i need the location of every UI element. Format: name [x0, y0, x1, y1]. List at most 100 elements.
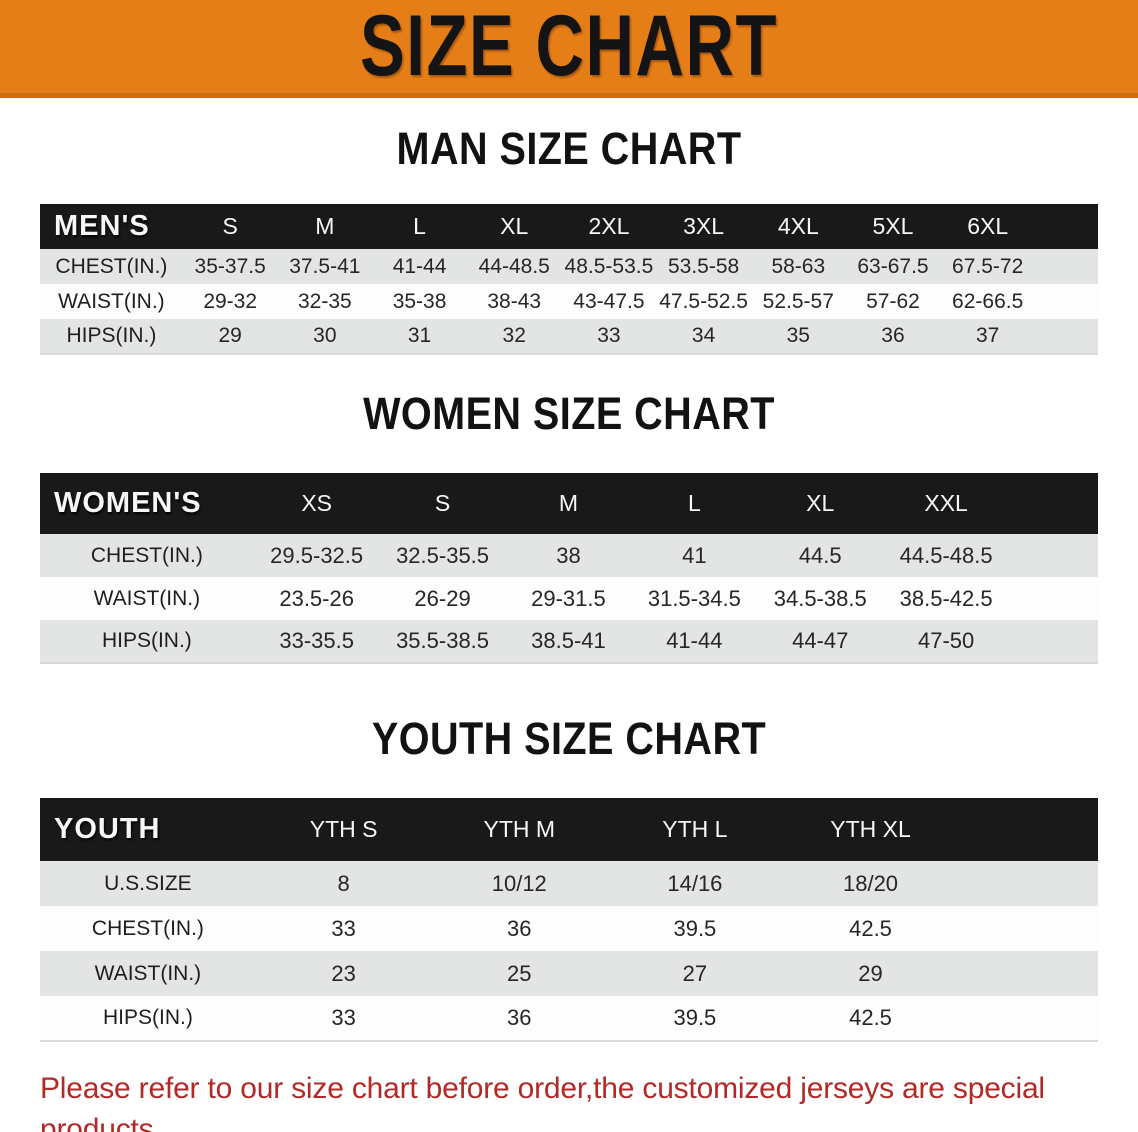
spacer-cell: [1009, 473, 1098, 534]
section-womens: WOMEN SIZE CHART WOMEN'S XS S M L XL XXL CHEST(…: [0, 389, 1138, 664]
size-column-header: YTH XL: [782, 798, 959, 861]
size-value: 47.5-52.5: [656, 284, 751, 319]
spacer-cell: [1009, 534, 1098, 577]
size-column-header: 3XL: [656, 204, 751, 249]
page-title: SIZE CHART: [359, 0, 779, 94]
measurement-row: WAIST(IN.) 23.5-26 26-29 29-31.5 31.5-34.5 34…: [40, 577, 1098, 620]
size-value: 48.5-53.5: [561, 249, 657, 284]
measurement-row: U.S.SIZE 8 10/12 14/16 18/20: [40, 861, 1098, 906]
size-value: 33: [561, 319, 657, 354]
womens-size-table: WOMEN'S XS S M L XL XXL CHEST(IN.) 29.5-32.5 32.5…: [40, 473, 1098, 664]
table-group-label: YOUTH: [40, 798, 256, 861]
size-value: 33: [255, 906, 432, 951]
youth-section-heading: YOUTH SIZE CHART: [371, 713, 767, 764]
size-chart-banner: SIZE CHART: [0, 0, 1138, 98]
table-group-label: WOMEN'S: [40, 473, 254, 534]
size-value: 26-29: [379, 577, 506, 620]
size-value: 38: [505, 534, 632, 577]
section-youth: YOUTH SIZE CHART YOUTH YTH S YTH M YTH L YTH…: [0, 714, 1138, 1042]
size-value: 43-47.5: [561, 284, 657, 319]
size-value: 30: [277, 319, 373, 354]
size-value: 38.5-42.5: [883, 577, 1010, 620]
table-group-label: MEN'S: [40, 204, 183, 249]
size-value: 42.5: [782, 906, 959, 951]
measurement-row: CHEST(IN.) 33 36 39.5 42.5: [40, 906, 1098, 951]
measurement-row: CHEST(IN.) 29.5-32.5 32.5-35.5 38 41 44.5 44.5…: [40, 534, 1098, 577]
size-column-header: S: [379, 473, 506, 534]
size-value: 37.5-41: [277, 249, 373, 284]
size-column-header: M: [505, 473, 632, 534]
spacer-cell: [958, 996, 1098, 1041]
size-value: 39.5: [607, 996, 783, 1041]
size-value: 34.5-38.5: [757, 577, 884, 620]
spacer-cell: [1035, 204, 1098, 249]
size-value: 32.5-35.5: [379, 534, 506, 577]
size-column-header: XL: [466, 204, 562, 249]
size-value: 63-67.5: [845, 249, 941, 284]
size-value: 18/20: [782, 861, 959, 906]
measurement-label: U.S.SIZE: [40, 861, 256, 906]
size-value: 29-32: [182, 284, 278, 319]
size-value: 37: [940, 319, 1036, 354]
mens-size-table: MEN'S S M L XL 2XL 3XL 4XL 5XL 6XL CHEST(IN.) 35-37…: [40, 204, 1098, 355]
size-value: 25: [431, 951, 608, 996]
spacer-cell: [1035, 249, 1098, 284]
measurement-row: HIPS(IN.) 29 30 31 32 33 34 35 36 37: [40, 319, 1098, 354]
size-column-header: 2XL: [561, 204, 657, 249]
size-value: 38.5-41: [505, 620, 632, 663]
size-value: 14/16: [607, 861, 783, 906]
measurement-row: HIPS(IN.) 33-35.5 35.5-38.5 38.5-41 41-44 44-…: [40, 620, 1098, 663]
section-mens: MAN SIZE CHART MEN'S S M L XL 2XL 3XL 4XL 5XL 6XL…: [0, 124, 1138, 355]
size-value: 31: [372, 319, 467, 354]
size-value: 33-35.5: [253, 620, 380, 663]
size-value: 41: [631, 534, 758, 577]
size-column-header: M: [277, 204, 373, 249]
measurement-label: WAIST(IN.): [40, 577, 254, 620]
size-value: 36: [431, 906, 608, 951]
size-value: 67.5-72: [940, 249, 1036, 284]
youth-size-table: YOUTH YTH S YTH M YTH L YTH XL U.S.SIZE 8 10/12…: [40, 798, 1098, 1042]
size-value: 44.5: [757, 534, 884, 577]
size-chart-content: MAN SIZE CHART MEN'S S M L XL 2XL 3XL 4XL 5XL 6XL…: [0, 124, 1138, 1042]
size-column-header: 5XL: [845, 204, 941, 249]
spacer-cell: [1035, 284, 1098, 319]
measurement-row: WAIST(IN.) 29-32 32-35 35-38 38-43 43-47.5 47.…: [40, 284, 1098, 319]
size-value: 34: [656, 319, 751, 354]
size-value: 29: [182, 319, 278, 354]
size-value: 29-31.5: [505, 577, 632, 620]
size-table-header-row: WOMEN'S XS S M L XL XXL: [40, 473, 1098, 534]
size-value: 52.5-57: [750, 284, 846, 319]
size-value: 44-47: [757, 620, 884, 663]
size-value: 23: [255, 951, 432, 996]
size-column-header: 6XL: [940, 204, 1036, 249]
size-value: 27: [607, 951, 783, 996]
size-value: 36: [845, 319, 941, 354]
size-value: 44.5-48.5: [883, 534, 1010, 577]
size-value: 57-62: [845, 284, 941, 319]
spacer-cell: [958, 906, 1098, 951]
size-value: 32: [466, 319, 562, 354]
measurement-label: HIPS(IN.): [40, 996, 256, 1041]
measurement-label: HIPS(IN.): [40, 319, 183, 354]
spacer-cell: [958, 951, 1098, 996]
size-value: 39.5: [607, 906, 783, 951]
size-value: 33: [255, 996, 432, 1041]
size-value: 36: [431, 996, 608, 1041]
size-value: 29: [782, 951, 959, 996]
womens-section-heading: WOMEN SIZE CHART: [363, 388, 775, 439]
measurement-label: CHEST(IN.): [40, 249, 183, 284]
size-value: 47-50: [883, 620, 1010, 663]
size-value: 62-66.5: [940, 284, 1036, 319]
footer-disclaimer: Please refer to our size chart before or…: [40, 1068, 1098, 1132]
measurement-label: WAIST(IN.): [40, 284, 183, 319]
measurement-row: HIPS(IN.) 33 36 39.5 42.5: [40, 996, 1098, 1041]
spacer-cell: [1009, 577, 1098, 620]
size-column-header: YTH S: [255, 798, 432, 861]
size-value: 42.5: [782, 996, 959, 1041]
size-value: 53.5-58: [656, 249, 751, 284]
spacer-cell: [958, 798, 1098, 861]
mens-section-heading: MAN SIZE CHART: [396, 123, 742, 174]
size-value: 35.5-38.5: [379, 620, 506, 663]
measurement-label: WAIST(IN.): [40, 951, 256, 996]
measurement-row: CHEST(IN.) 35-37.5 37.5-41 41-44 44-48.5 48.5…: [40, 249, 1098, 284]
